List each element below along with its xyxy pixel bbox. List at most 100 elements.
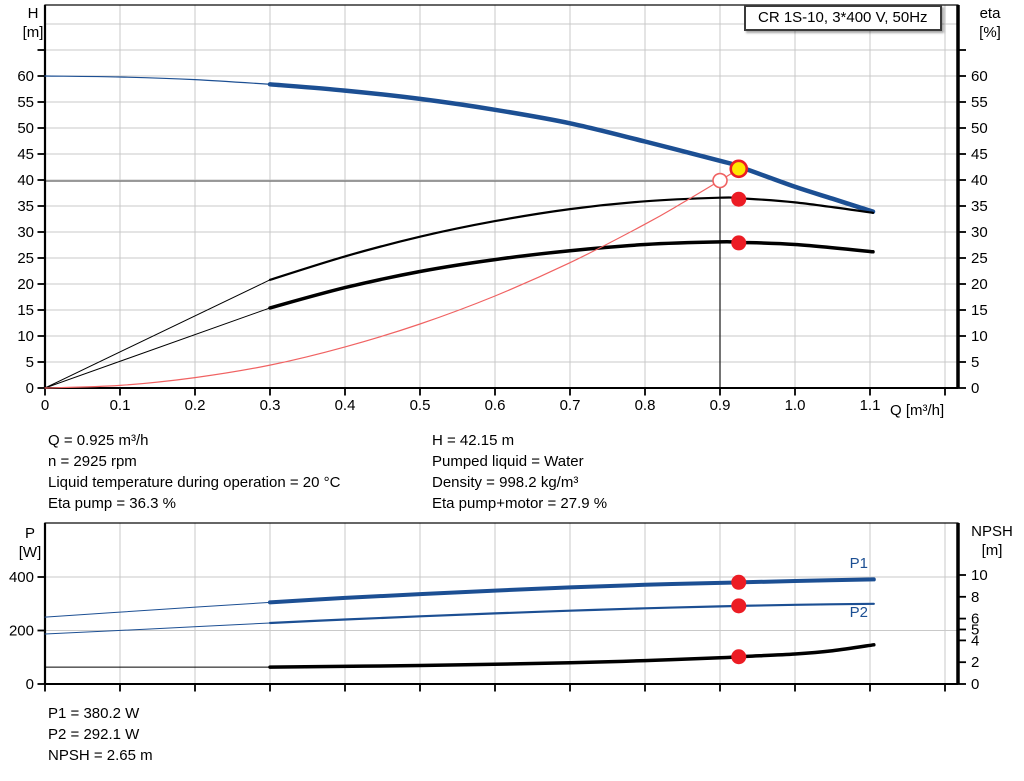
series-label-p2: P2 (850, 604, 868, 621)
x-tick-label: 0.4 (335, 397, 356, 414)
x-tick-label: 0 (41, 397, 49, 414)
y-tick-label: 5 (26, 354, 34, 371)
eta-axis-symbol: eta (979, 5, 1001, 22)
y-tick-label: 55 (17, 94, 34, 111)
npsh-axis-unit: [m] (981, 542, 1003, 559)
p2-curve (268, 602, 875, 625)
qh-efficiency-chart: 0 5 10 15 20 25 30 35 40 45 50 55 60 0 5 10 15 20 25 30 35 40… (17, 4, 988, 414)
eta-axis-unit: [%] (979, 24, 1001, 41)
y2-tick-label: 40 (971, 172, 988, 189)
duty-info-right: H = 42.15 m Pumped liquid = Water Density … (432, 430, 607, 514)
duty-point-marker[interactable] (729, 159, 749, 179)
rated-point-marker (712, 172, 728, 189)
power-axis-symbol: P (24, 525, 35, 542)
eta-pump-curve (268, 196, 875, 281)
info-line: P1 = 380.2 W (48, 705, 140, 722)
pump-model-box: CR 1S-10, 3*400 V, 50Hz (744, 5, 942, 31)
y-tick-label: 60 (17, 68, 34, 85)
info-line: n = 2925 rpm (48, 453, 137, 470)
head-curve-lead (44, 75, 271, 85)
axis-ticks: 0 5 10 15 20 25 30 35 40 45 50 55 60 0 5 10 15 20 25 30 35 40… (17, 49, 988, 414)
x-tick-label: 1.1 (860, 397, 881, 414)
y2-tick-label: 60 (971, 68, 988, 85)
y2-tick-label: 5 (971, 354, 979, 371)
npsh-curve (268, 643, 876, 669)
y-tick-label: 50 (17, 120, 34, 137)
x-tick-label: 1.0 (785, 397, 806, 414)
y-tick-label: 15 (17, 302, 34, 319)
y-tick-label: 20 (17, 276, 34, 293)
power-axis-unit: [W] (18, 544, 42, 561)
x-tick-label: 0.5 (410, 397, 431, 414)
duty-info-left: Q = 0.925 m³/h n = 2925 rpm Liquid tempera… (48, 430, 340, 514)
eta-axis-title: eta [%] (964, 4, 1016, 42)
result-info: P1 = 380.2 W P2 = 292.1 W NPSH = 2.65 m (48, 703, 153, 766)
y2-tick-label: 0 (971, 380, 979, 397)
y2-tick-label: 45 (971, 146, 988, 163)
y2-tick-label: 5 (971, 622, 979, 639)
head-axis-unit: [m] (22, 24, 44, 41)
y-tick-label: 10 (17, 328, 34, 345)
y2-tick-label: 0 (971, 676, 979, 693)
head-axis-symbol: H (27, 5, 39, 22)
y2-tick-label: 30 (971, 224, 988, 241)
operating-point-dot (731, 191, 747, 207)
series-label-p1: P1 (850, 555, 868, 572)
y-tick-label: 35 (17, 198, 34, 215)
y2-tick-label: 2 (971, 654, 979, 671)
p2-lead (44, 622, 271, 635)
y-tick-label: 25 (17, 250, 34, 267)
y2-tick-label: 10 (971, 328, 988, 345)
operating-point-dot (731, 649, 747, 665)
x-tick-label: 0.8 (635, 397, 656, 414)
info-line: Eta pump+motor = 27.9 % (432, 495, 608, 512)
npsh-axis-symbol: NPSH (971, 523, 1013, 540)
y-tick-label: 400 (9, 569, 34, 586)
head-curve (267, 82, 876, 214)
operating-point-dot (731, 574, 747, 590)
info-line: Eta pump = 36.3 % (48, 495, 176, 512)
x-tick-label: 0.3 (260, 397, 281, 414)
y-tick-label: 40 (17, 172, 34, 189)
y-tick-label: 30 (17, 224, 34, 241)
axis-ticks: 0 200 400 0 2 456 8 10 (9, 567, 988, 693)
y2-tick-label: 35 (971, 198, 988, 215)
y2-tick-label: 20 (971, 276, 988, 293)
info-line: Density = 998.2 kg/m³ (432, 474, 579, 491)
y2-tick-label: 15 (971, 302, 988, 319)
info-line: NPSH = 2.65 m (48, 747, 153, 764)
p1-curve (268, 577, 876, 605)
npsh-axis-title: NPSH [m] (961, 522, 1023, 560)
y2-tick-label: 55 (971, 94, 988, 111)
y2-tick-label: 6 (971, 611, 979, 628)
y-tick-label: 0 (26, 380, 34, 397)
x-tick-label: 0.2 (185, 397, 206, 414)
x-tick-label: 0.7 (560, 397, 581, 414)
operating-point-dot (731, 235, 747, 251)
y-tick-label: 200 (9, 623, 34, 640)
power-axis-title: P [W] (6, 524, 54, 562)
y-tick-label: 0 (26, 676, 34, 693)
y2-tick-label: 8 (971, 589, 979, 606)
y-tick-label: 45 (17, 146, 34, 163)
info-line: Pumped liquid = Water (432, 453, 584, 470)
operating-point-dot (731, 598, 747, 614)
x-tick-label: 0.6 (485, 397, 506, 414)
gridlines (45, 5, 958, 388)
p1-lead (44, 601, 271, 618)
y2-tick-label: 10 (971, 567, 988, 584)
info-line: Liquid temperature during operation = 20… (48, 474, 341, 491)
x-tick-label: 0.9 (710, 397, 731, 414)
info-line: H = 42.15 m (432, 432, 515, 449)
info-line: Q = 0.925 m³/h (48, 432, 149, 449)
flow-axis-title: Q [m³/h] (890, 402, 945, 419)
y2-tick-label: 50 (971, 120, 988, 137)
y2-tick-label: 4 (971, 632, 979, 649)
y2-tick-label: 25 (971, 250, 988, 267)
eta-pump-motor-lead (44, 307, 271, 389)
system-curve (44, 168, 740, 389)
info-line: P2 = 292.1 W (48, 726, 140, 743)
power-npsh-chart: 0 200 400 0 2 456 8 10 P1 P2 (9, 522, 988, 693)
head-axis-title: H [m] (7, 4, 59, 42)
